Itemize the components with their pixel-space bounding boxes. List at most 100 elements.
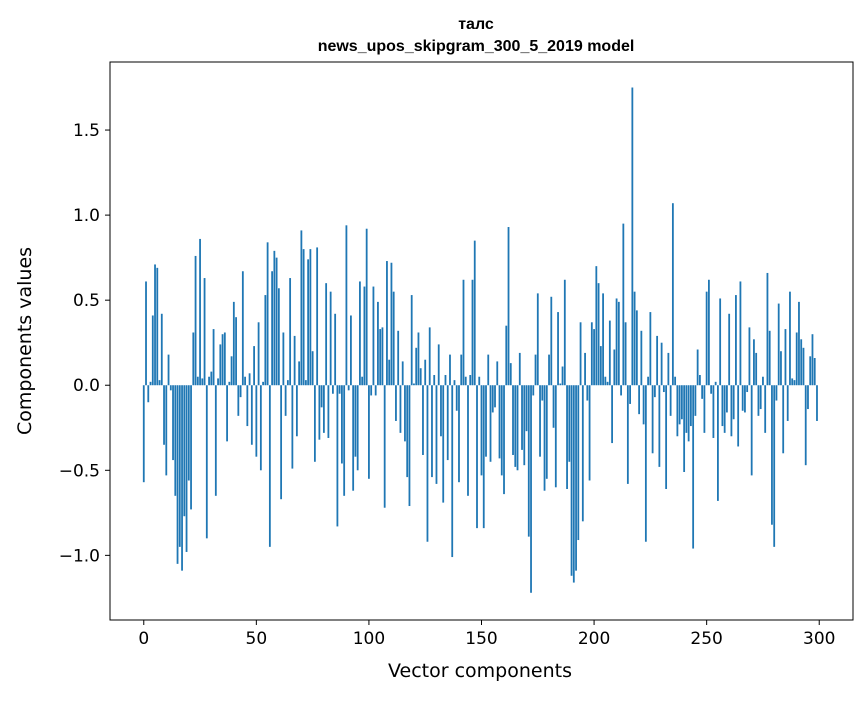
bar [442,385,445,503]
bar [674,376,677,386]
bar [192,332,195,386]
bar [453,380,456,386]
bar [494,385,496,408]
bar [406,385,409,478]
bar [521,385,523,450]
bar [217,378,219,386]
bar [699,375,701,386]
bar [680,385,683,420]
bar [550,296,553,386]
bar [388,359,391,386]
bar [266,242,269,386]
bar [460,354,463,386]
chart-subtitle: news_upos_skipgram_300_5_2019 model [318,38,635,55]
bar [181,385,183,571]
x-tick-label: 200 [578,629,610,649]
bar [717,385,719,501]
bar [487,354,490,386]
bar [462,279,465,386]
bar [800,339,803,386]
bar [705,291,708,386]
bar [480,385,483,476]
bar [696,349,699,386]
bar [392,291,395,386]
bar [816,385,818,421]
bar [764,385,767,433]
x-tick-label: 250 [690,629,722,649]
bar [813,358,816,386]
bar [259,385,262,471]
bar [638,385,641,415]
bar [239,385,242,398]
axes-layer: 0 50 100 150 200 250 300 −1.0 −0.5 0.0 0.5 1.0 1.5 [59,61,854,649]
bar [791,378,794,386]
bar [651,385,654,454]
bar [401,361,404,386]
bar [365,228,368,386]
bar [667,352,670,386]
bar [728,313,731,386]
bar [687,385,690,442]
bar [219,344,222,386]
bar [154,264,156,386]
bar [496,361,499,386]
bar [795,332,798,386]
bar [428,327,431,386]
bar [322,385,325,433]
bar [422,385,424,455]
bar [449,354,451,386]
bar [291,385,294,469]
bar [599,346,602,386]
bar [395,385,397,421]
bar [631,87,634,386]
bar [777,303,780,386]
bar [536,293,539,386]
bar [719,298,722,386]
bar [597,283,600,386]
bar [737,385,740,447]
bar [570,385,573,576]
bar [293,335,296,386]
bar [527,385,530,537]
bar [478,376,481,386]
bar [726,385,728,413]
bar [633,291,636,386]
bar [205,385,208,539]
bar [363,286,366,386]
bar [223,332,226,386]
bar [611,385,613,444]
bar [235,317,237,386]
bar [694,385,697,416]
bar [505,325,508,386]
bar [275,257,278,386]
bar [190,385,192,510]
bar [539,385,541,457]
bar [753,339,755,386]
bar [689,385,692,427]
bar [766,272,769,386]
bar [318,385,321,440]
bar [237,385,240,416]
bar [426,385,429,542]
bar [626,385,629,484]
bar [620,385,622,396]
bar [624,322,627,386]
bar [410,295,413,386]
bar [286,380,289,386]
bar [741,385,744,411]
bar [264,295,267,386]
bar [300,230,303,386]
bar [372,286,375,386]
bar [183,385,186,517]
bar [755,352,758,386]
y-tick-label: 0.0 [73,376,100,396]
bar [669,385,672,416]
bar [280,385,283,500]
bar [656,335,659,386]
bar [149,381,152,386]
bar [575,385,577,571]
bar [554,385,557,488]
x-tick-label: 300 [803,629,835,649]
bar [593,329,595,386]
